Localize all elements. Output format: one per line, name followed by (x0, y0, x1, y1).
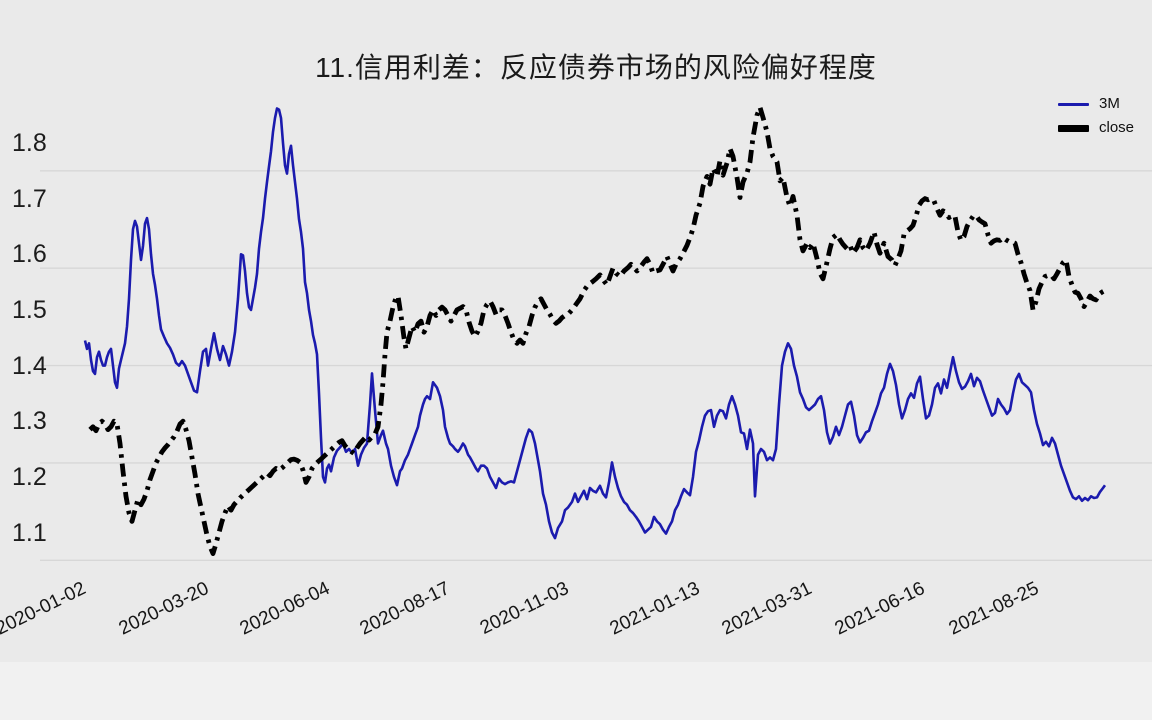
legend: 3M close (1058, 94, 1152, 138)
legend-label-3m: 3M (1099, 95, 1120, 112)
legend-label-close: close (1099, 119, 1135, 136)
y-tick-label: 1.6 (12, 240, 47, 269)
series-close-line (88, 105, 1107, 556)
legend-line-sample-3m (1058, 102, 1089, 106)
y-tick-label: 1.3 (12, 407, 47, 436)
bottom-strip (0, 662, 1152, 720)
legend-line-sample-close (1058, 124, 1089, 132)
y-tick-label: 1.1 (12, 518, 47, 547)
y-tick-label: 1.7 (12, 184, 47, 213)
y-tick-label: 1.2 (12, 462, 47, 491)
legend-item-close: close (1058, 118, 1152, 138)
legend-item-3m: 3M (1058, 94, 1152, 114)
chart-title: 11.信用利差：反应债券市场的风险偏好程度 (315, 52, 877, 83)
y-tick-label: 1.4 (12, 351, 47, 380)
y-tick-label: 1.5 (12, 295, 47, 324)
y-tick-label: 1.8 (12, 129, 47, 157)
series-3m-line (83, 107, 1107, 540)
